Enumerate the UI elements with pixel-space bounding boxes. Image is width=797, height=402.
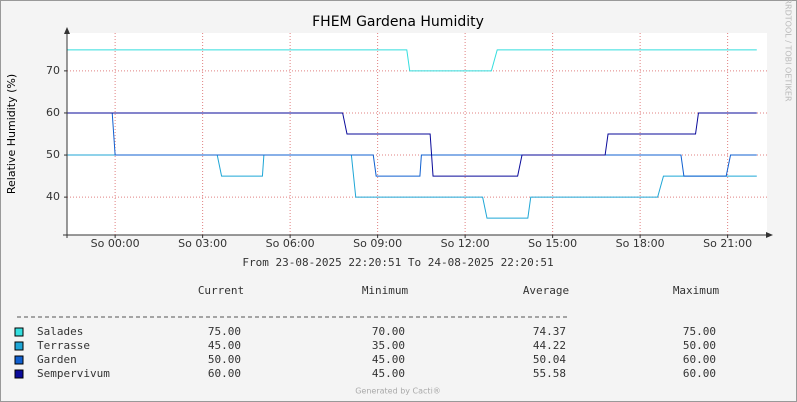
lines <box>67 49 757 219</box>
series-line <box>67 154 757 219</box>
legend-stat: 50.04 <box>533 353 566 366</box>
x-tick-label: So 15:00 <box>528 237 577 250</box>
legend-swatch <box>14 327 24 337</box>
legend-header: Current <box>198 284 244 297</box>
legend-stat: 60.00 <box>683 353 716 366</box>
legend-stat: 74.37 <box>533 325 566 338</box>
legend-stat: 60.00 <box>683 367 716 380</box>
series-line <box>67 112 757 177</box>
legend-stat: 75.00 <box>683 325 716 338</box>
legend-header: Maximum <box>673 284 720 297</box>
legend-name: Salades <box>37 325 83 338</box>
legend-stat: 50.00 <box>208 353 241 366</box>
legend-stat: 45.00 <box>372 353 405 366</box>
x-tick-label: So 18:00 <box>616 237 665 250</box>
legend-name: Sempervivum <box>37 367 110 380</box>
legend-stat: 75.00 <box>208 325 241 338</box>
legend-stat: 45.00 <box>208 339 241 352</box>
x-tick-label: So 21:00 <box>703 237 752 250</box>
legend-swatch <box>14 355 24 365</box>
labels: 40 50 60 70 So 00:00 So 03:00 So 06:00 So 09:00… <box>14 64 752 380</box>
x-tick-label: So 06:00 <box>266 237 315 250</box>
legend-stat: 60.00 <box>208 367 241 380</box>
legend-stat: 50.00 <box>683 339 716 352</box>
y-tick-label: 60 <box>46 106 60 119</box>
legend-swatch <box>14 341 24 351</box>
footer: Generated by Cacti® <box>355 387 441 396</box>
subtitle: From 23-08-2025 22:20:51 To 24-08-2025 2… <box>242 256 553 269</box>
legend-name: Terrasse <box>37 339 90 352</box>
x-tick-label: So 03:00 <box>178 237 227 250</box>
legend-stat: 45.00 <box>372 367 405 380</box>
series-line <box>67 112 757 177</box>
legend-header: Average <box>523 284 569 297</box>
y-axis-arrow <box>64 27 70 34</box>
legend-swatch <box>14 369 24 379</box>
legend-stat: 35.00 <box>372 339 405 352</box>
legend-stat: 55.58 <box>533 367 566 380</box>
y-tick-label: 70 <box>46 64 60 77</box>
y-tick-label: 40 <box>46 190 60 203</box>
legend-stat: 70.00 <box>372 325 405 338</box>
x-tick-label: So 00:00 <box>91 237 140 250</box>
x-tick-label: So 12:00 <box>441 237 490 250</box>
series-line <box>67 49 757 72</box>
legend-stat: 44.22 <box>533 339 566 352</box>
legend-name: Garden <box>37 353 77 366</box>
chart-title: FHEM Gardena Humidity <box>312 14 484 30</box>
x-tick-label: So 09:00 <box>353 237 402 250</box>
side-label: RRDTOOL / TOBI OETIKER <box>784 0 793 102</box>
y-tick-label: 50 <box>46 148 60 161</box>
y-axis-label: Relative Humidity (%) <box>5 74 18 194</box>
legend-header: Minimum <box>362 284 409 297</box>
x-axis-arrow <box>766 232 773 238</box>
